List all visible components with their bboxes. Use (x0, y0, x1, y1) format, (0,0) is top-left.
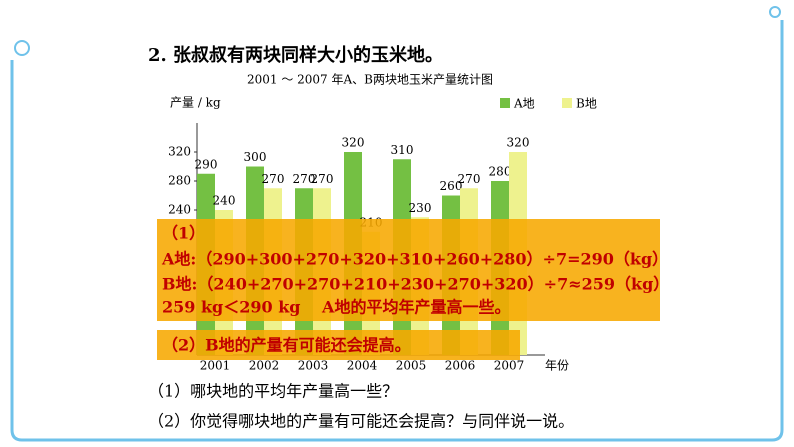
value-label: 280 (489, 165, 512, 179)
x-axis-label: 年份 (545, 359, 569, 373)
y-axis-label: 产量 / kg (170, 96, 221, 110)
legend-label: A地 (513, 97, 535, 111)
y-tick-label: 240 (168, 203, 191, 217)
legend-swatch (562, 98, 572, 108)
question: （1）哪块地的平均年产量高一些？ (148, 382, 398, 401)
value-label: 260 (440, 179, 463, 193)
answer-part1: （1） (162, 224, 205, 243)
x-tick-label: 2005 (396, 359, 427, 373)
answer-part2: （2）B地的产量有可能还会提高。 (162, 336, 411, 355)
value-label: 270 (293, 172, 316, 186)
answer-line-a: A地:（290+300+270+320+310+260+280）÷7=290（k… (161, 250, 668, 269)
x-tick-label: 2003 (298, 359, 329, 373)
heading: 2. 张叔叔有两块同样大小的玉米地。 (148, 44, 443, 66)
legend-label: B地 (576, 97, 597, 111)
value-label: 230 (409, 201, 432, 215)
frame-decoration (769, 6, 781, 18)
chart-title: 2001 ～ 2007 年A、B两块地玉米产量统计图 (247, 73, 493, 87)
x-tick-label: 2006 (445, 359, 476, 373)
y-tick-label: 320 (168, 145, 191, 159)
x-tick-label: 2004 (347, 359, 378, 373)
question: （2）你觉得哪块地的产量有可能还会提高？与同伴说一说。 (148, 412, 574, 431)
legend-swatch (500, 98, 510, 108)
answer-overlay: （1） A地:（290+300+270+320+310+260+280）÷7=2… (157, 219, 669, 360)
value-label: 310 (391, 143, 414, 157)
x-tick-label: 2002 (249, 359, 280, 373)
value-label: 270 (458, 172, 481, 186)
value-label: 270 (311, 172, 334, 186)
answer-line-b: B地:（240+270+270+210+230+270+320）÷7≈259（k… (162, 275, 669, 294)
answer-box (157, 219, 660, 321)
x-tick-label: 2007 (494, 359, 525, 373)
value-label: 320 (342, 136, 365, 150)
value-label: 320 (507, 136, 530, 150)
y-tick-label: 280 (168, 174, 191, 188)
answer-conclusion: 259 kg＜290 kg A地的平均年产量高一些。 (162, 298, 510, 317)
value-label: 240 (213, 194, 236, 208)
answer-box (157, 330, 520, 360)
value-label: 300 (244, 150, 267, 164)
value-label: 290 (195, 157, 218, 171)
frame (10, 20, 784, 442)
value-label: 270 (262, 172, 285, 186)
x-tick-label: 2001 (200, 359, 231, 373)
frame-decoration (14, 40, 30, 56)
